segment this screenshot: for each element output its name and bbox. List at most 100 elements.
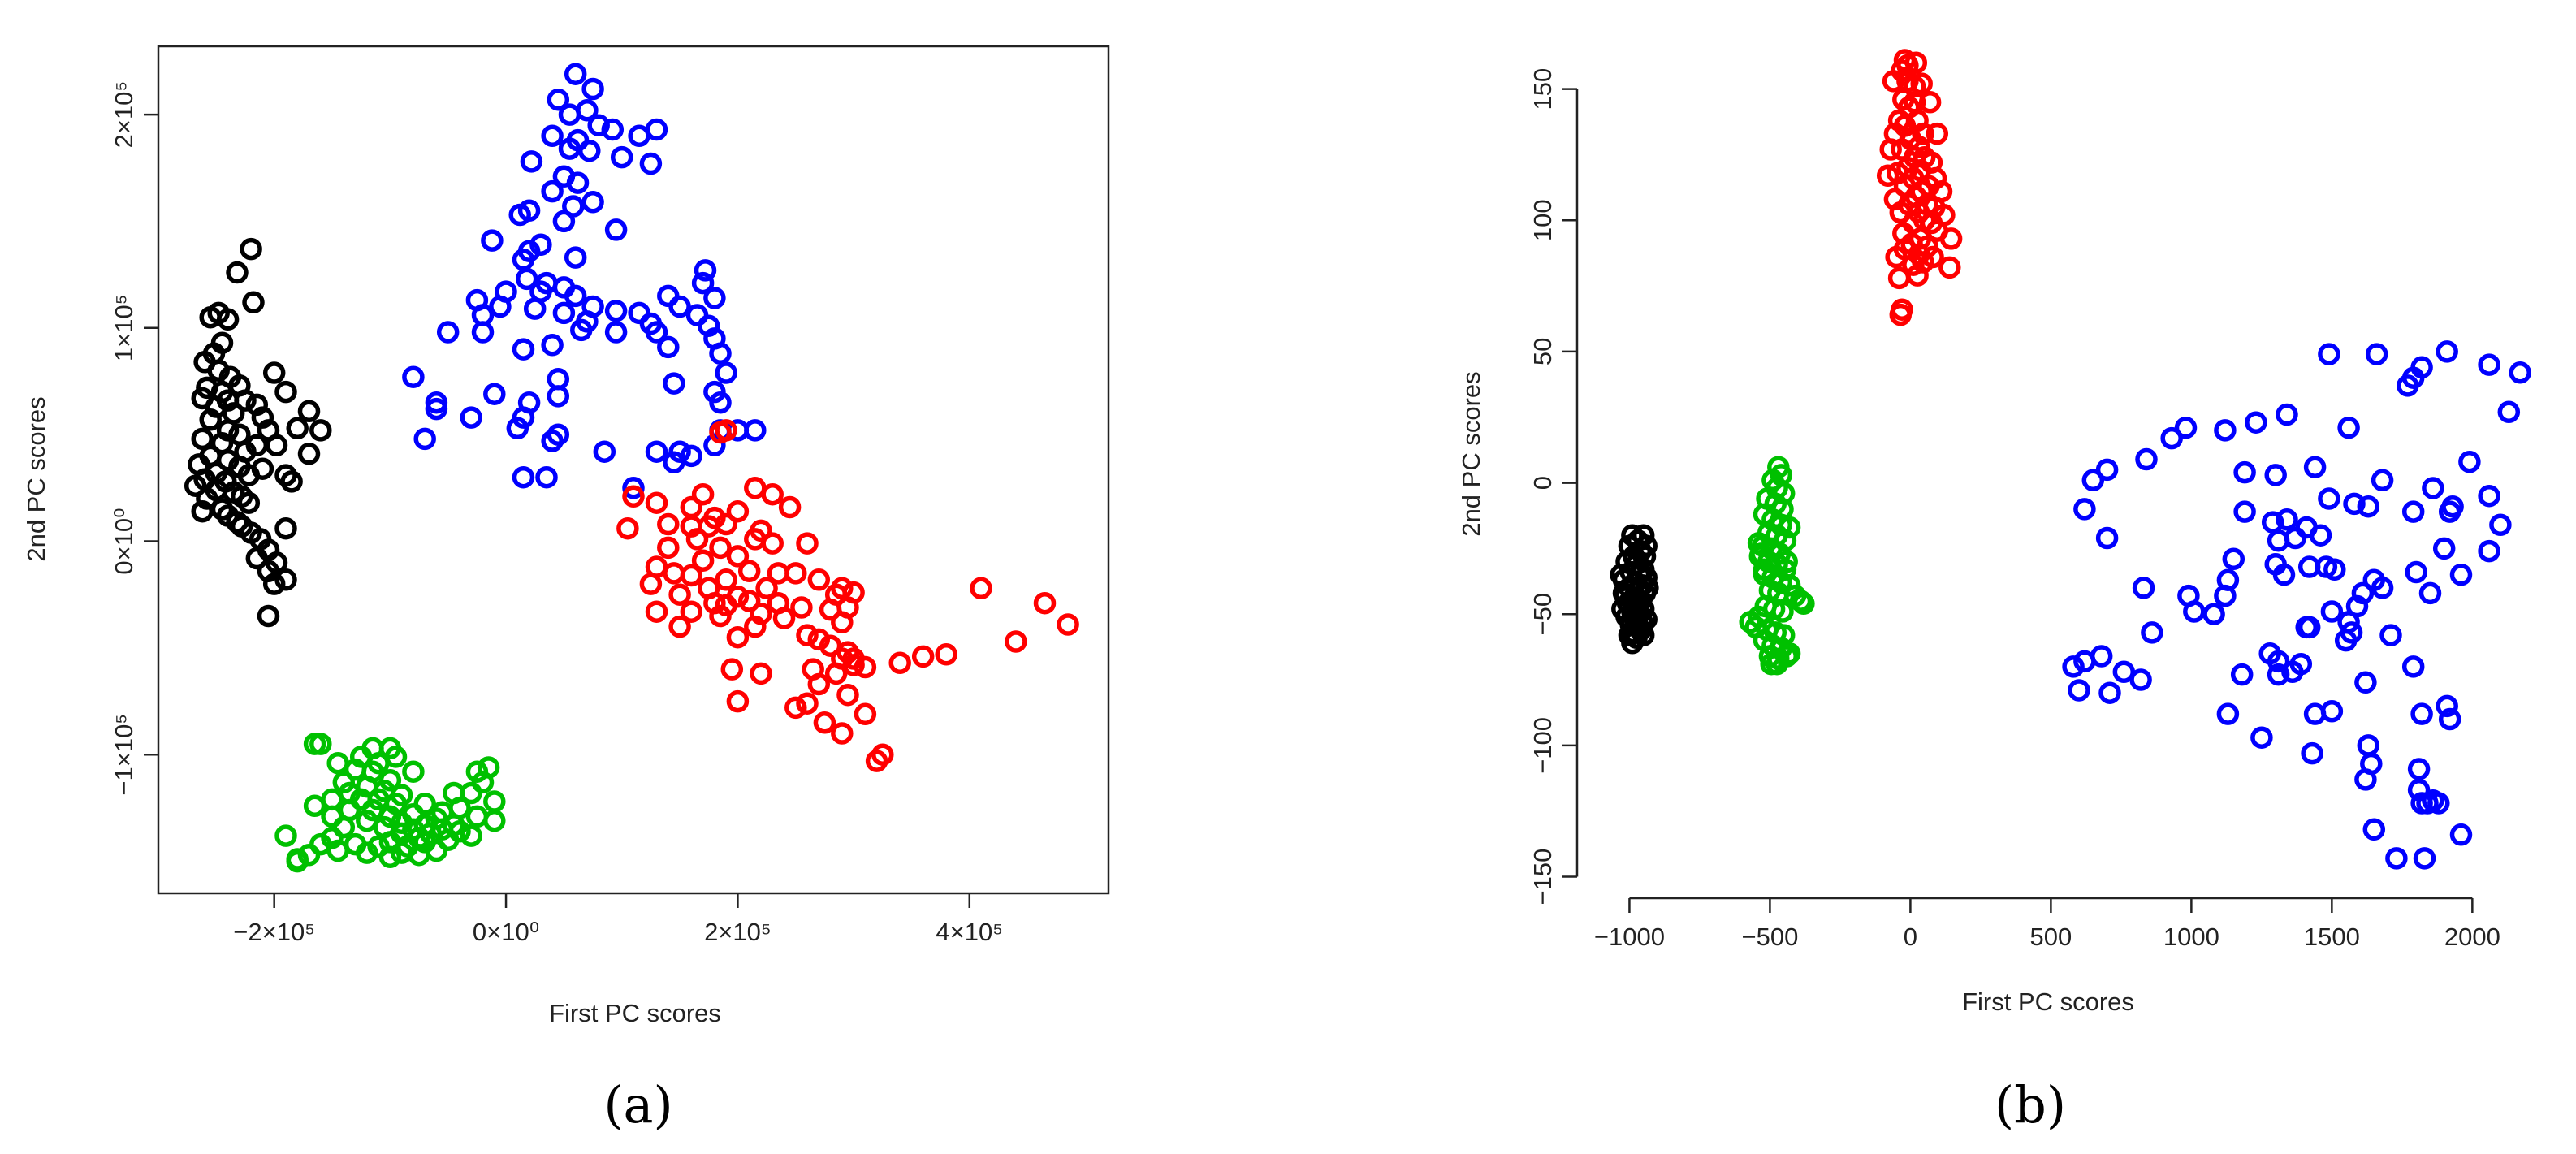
x-tick-label: 4×10⁵ (936, 918, 1003, 946)
data-point (2174, 416, 2198, 439)
panel-a-x-axis: −2×10⁵ 0×10⁰ 2×10⁵ 4×10⁵ (233, 893, 1003, 946)
data-point (703, 287, 726, 309)
data-point (191, 427, 214, 451)
data-point (824, 662, 848, 685)
y-tick-label: 1×10⁵ (110, 294, 138, 361)
data-point (772, 607, 796, 629)
data-point (610, 145, 633, 169)
data-point (2095, 526, 2119, 550)
data-point (2284, 526, 2307, 550)
data-point (2432, 537, 2456, 560)
data-point (601, 118, 625, 141)
x-tick-label: 0×10⁰ (473, 918, 539, 946)
data-point (2272, 563, 2296, 586)
data-point (645, 491, 668, 514)
data-point (242, 291, 265, 314)
data-point (1885, 245, 1908, 269)
x-tick-label: −500 (1742, 923, 1799, 951)
data-point (2337, 416, 2360, 439)
data-point (274, 516, 297, 540)
data-point (737, 590, 761, 612)
data-point (755, 577, 778, 600)
data-point (628, 124, 650, 148)
data-point (237, 491, 261, 514)
data-point (460, 406, 482, 429)
panel-a-y-axis-title: 2nd PC scores (22, 396, 50, 561)
data-point (622, 485, 645, 508)
data-point (2318, 343, 2340, 365)
data-point (657, 335, 680, 359)
data-point (483, 809, 506, 832)
data-point (813, 711, 836, 734)
data-point (604, 218, 628, 241)
data-point (2422, 477, 2444, 499)
data-point (274, 824, 297, 847)
data-point (2160, 426, 2183, 450)
data-point (691, 482, 715, 506)
data-point (761, 482, 784, 506)
x-tick-label: 500 (2030, 923, 2072, 951)
data-point (257, 604, 280, 628)
data-point (2245, 411, 2267, 434)
data-point (2418, 581, 2442, 605)
data-point (2405, 560, 2427, 584)
x-tick-label: 1500 (2304, 923, 2360, 951)
data-point (245, 547, 269, 570)
data-point (570, 318, 593, 342)
data-point (616, 516, 639, 540)
data-point (226, 261, 249, 284)
data-point (663, 372, 685, 395)
y-tick-label: 0 (1528, 476, 1557, 490)
data-point (2509, 361, 2531, 384)
data-point (715, 361, 737, 384)
data-point (465, 760, 489, 783)
data-point (668, 583, 691, 606)
data-point (2214, 419, 2237, 442)
data-point (297, 400, 321, 423)
data-point (2371, 469, 2394, 492)
data-point (1747, 532, 1770, 555)
data-point (2276, 403, 2298, 426)
data-point (865, 750, 888, 772)
y-tick-label: −1×10⁵ (110, 714, 138, 796)
panel-a-y-axis: −1×10⁵ 0×10⁰ 1×10⁵ 2×10⁵ (110, 81, 158, 796)
data-point (807, 568, 831, 591)
panel-b-x-axis-title: First PC scores (1962, 988, 2134, 1016)
data-point (604, 321, 628, 344)
data-point (622, 477, 645, 499)
data-point (645, 440, 668, 463)
data-point (309, 419, 332, 442)
data-point (2135, 447, 2158, 471)
data-point (1926, 122, 1949, 145)
data-point (581, 191, 604, 214)
data-point (2401, 655, 2425, 678)
data-point (564, 246, 587, 269)
data-point (303, 794, 326, 818)
data-point (274, 380, 297, 404)
x-tick-label: −1000 (1594, 923, 1665, 951)
data-point (1632, 624, 1655, 646)
data-point (1887, 266, 1911, 290)
data-point (274, 568, 297, 591)
panel-b-x-axis: −1000 −500 0 500 1000 1500 2000 (1594, 898, 2500, 951)
data-point (2233, 460, 2256, 484)
data-point (1876, 164, 1900, 188)
data-point (541, 430, 564, 452)
data-point (191, 499, 214, 523)
data-point (2410, 792, 2433, 815)
data-point (547, 88, 570, 111)
data-point (836, 683, 859, 707)
data-point (413, 427, 436, 451)
y-tick-label: −100 (1528, 717, 1557, 774)
data-point (552, 210, 576, 233)
data-point (784, 696, 807, 720)
data-point (726, 499, 750, 523)
data-point (2357, 495, 2380, 518)
data-point (796, 532, 819, 555)
data-point (593, 440, 616, 463)
data-point (2068, 679, 2090, 702)
data-point (199, 408, 222, 431)
data-point (184, 474, 207, 497)
data-point (1938, 256, 1961, 279)
data-point (2478, 484, 2500, 508)
